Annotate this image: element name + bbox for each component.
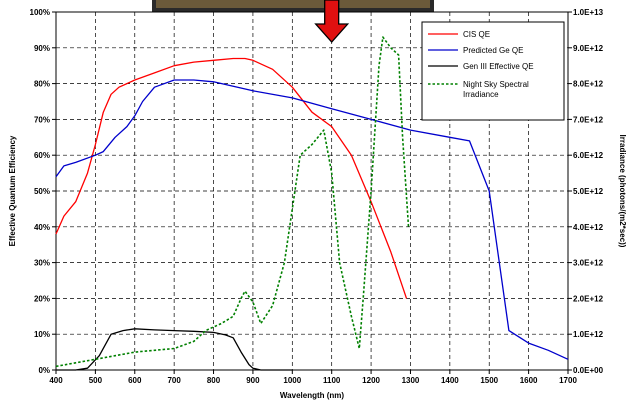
arrow-annotation (314, 0, 350, 43)
y-tick-label: 80% (34, 80, 50, 89)
y-tick-label: 30% (34, 259, 50, 268)
top-image-strip-highlight (156, 0, 430, 8)
series-line-cis (55, 57, 408, 299)
x-tick-label: 1700 (559, 376, 577, 385)
y-tick-label: 90% (34, 44, 50, 53)
x-tick-label: 1600 (520, 376, 538, 385)
legend-label: Night Sky Spectral Irradiance (463, 80, 529, 99)
series-line-nightsky (55, 36, 410, 368)
x-tick-label: 800 (207, 376, 221, 385)
y2-tick-label: 9.0E+12 (573, 44, 604, 53)
y-tick-label: 0% (38, 366, 50, 375)
y-tick-label: 50% (34, 187, 50, 196)
grid (56, 12, 568, 370)
red-arrow-icon (314, 0, 350, 43)
y-tick-label: 100% (30, 8, 50, 17)
x-tick-label: 1100 (323, 376, 341, 385)
y-tick-label: 40% (34, 223, 50, 232)
x-tick-label: 900 (246, 376, 260, 385)
x-axis-title: Wavelength (nm) (280, 391, 344, 400)
y2-tick-label: 2.0E+12 (573, 294, 604, 303)
legend-label: Gen III Effective QE (463, 62, 534, 71)
y2-tick-label: 1.0E+13 (573, 8, 604, 17)
y2-tick-label: 3.0E+12 (573, 259, 604, 268)
y2-tick-label: 7.0E+12 (573, 115, 604, 124)
x-tick-label: 1200 (362, 376, 380, 385)
y-axis-ticks: 0% 10% 20% 30% 40% 50% 60% 70% 80% 90% 100% (30, 8, 56, 375)
legend-label: CIS QE (463, 30, 490, 39)
x-tick-label: 600 (128, 376, 142, 385)
y2-tick-label: 5.0E+12 (573, 187, 604, 196)
y-tick-label: 70% (34, 115, 50, 124)
x-tick-label: 1300 (402, 376, 420, 385)
x-tick-label: 1000 (283, 376, 301, 385)
y2-axis-ticks: 0.0E+00 1.0E+12 2.0E+12 3.0E+12 4.0E+12 5.0E+… (568, 8, 604, 375)
y-tick-label: 20% (34, 294, 50, 303)
y2-tick-label: 0.0E+00 (573, 366, 604, 375)
series-line-gen3 (56, 328, 293, 371)
x-tick-label: 400 (49, 376, 63, 385)
y-tick-label: 60% (34, 151, 50, 160)
y-axis-title: Effective Quantum Efficiency (8, 135, 17, 246)
x-tick-label: 1400 (441, 376, 459, 385)
x-tick-label: 500 (89, 376, 103, 385)
x-tick-label: 1500 (480, 376, 498, 385)
x-tick-label: 700 (167, 376, 181, 385)
y2-tick-label: 1.0E+12 (573, 330, 604, 339)
y2-axis-title: Irradiance (photons/(m2*sec)) (618, 135, 627, 248)
x-axis-ticks: 400 500 600 700 800 900 1000 1100 1200 1300 1400 15… (49, 370, 577, 385)
y2-tick-label: 4.0E+12 (573, 223, 604, 232)
legend: CIS QE Predicted Ge QE Gen III Effective Q… (421, 21, 565, 121)
legend-label: Predicted Ge QE (463, 46, 523, 55)
series-line-ge (55, 79, 569, 360)
series-layer (55, 36, 569, 371)
legend-box (421, 21, 565, 121)
y-tick-label: 10% (34, 330, 50, 339)
y2-tick-label: 8.0E+12 (573, 80, 604, 89)
y2-tick-label: 6.0E+12 (573, 151, 604, 160)
